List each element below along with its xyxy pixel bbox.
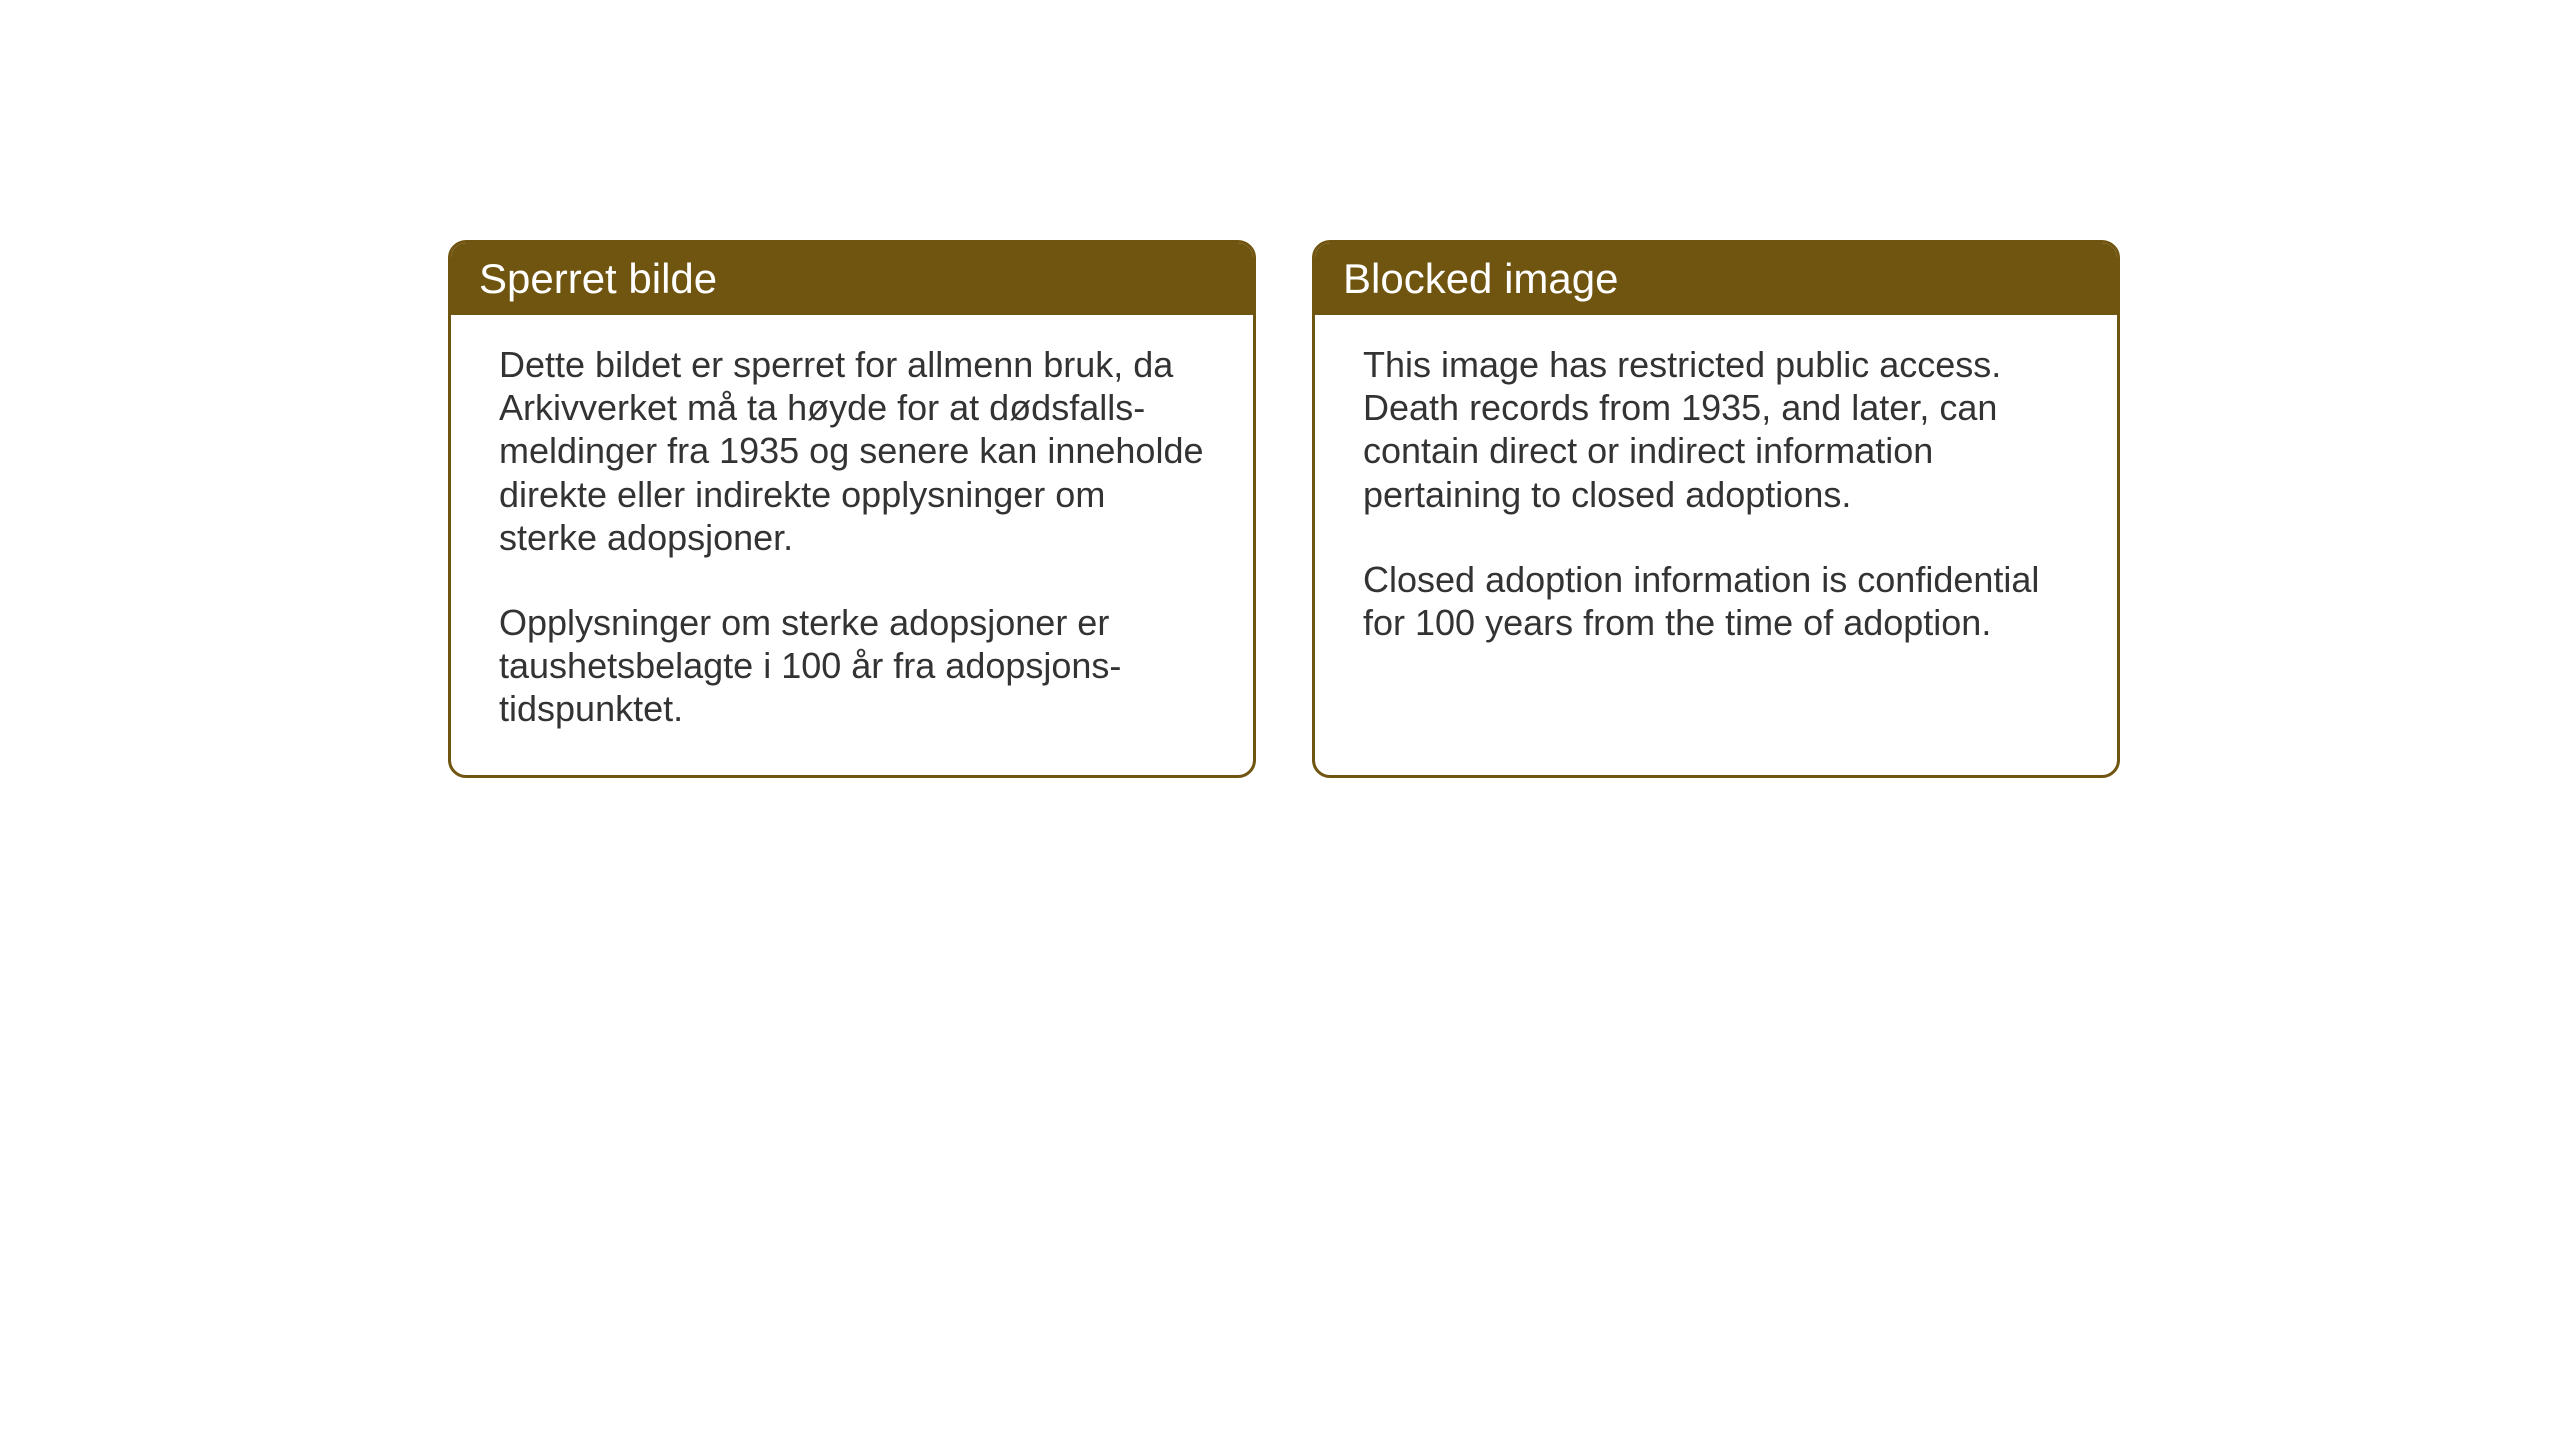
card-body-english: This image has restricted public access.…: [1315, 315, 2117, 688]
notice-cards-container: Sperret bilde Dette bildet er sperret fo…: [448, 240, 2120, 778]
card-paragraph: Opplysninger om sterke adopsjoner er tau…: [499, 601, 1205, 731]
card-paragraph: This image has restricted public access.…: [1363, 343, 2069, 516]
notice-card-norwegian: Sperret bilde Dette bildet er sperret fo…: [448, 240, 1256, 778]
card-header-english: Blocked image: [1315, 243, 2117, 315]
card-paragraph: Closed adoption information is confident…: [1363, 558, 2069, 644]
notice-card-english: Blocked image This image has restricted …: [1312, 240, 2120, 778]
card-paragraph: Dette bildet er sperret for allmenn bruk…: [499, 343, 1205, 559]
card-title: Sperret bilde: [479, 255, 717, 302]
card-body-norwegian: Dette bildet er sperret for allmenn bruk…: [451, 315, 1253, 775]
card-title: Blocked image: [1343, 255, 1618, 302]
card-header-norwegian: Sperret bilde: [451, 243, 1253, 315]
